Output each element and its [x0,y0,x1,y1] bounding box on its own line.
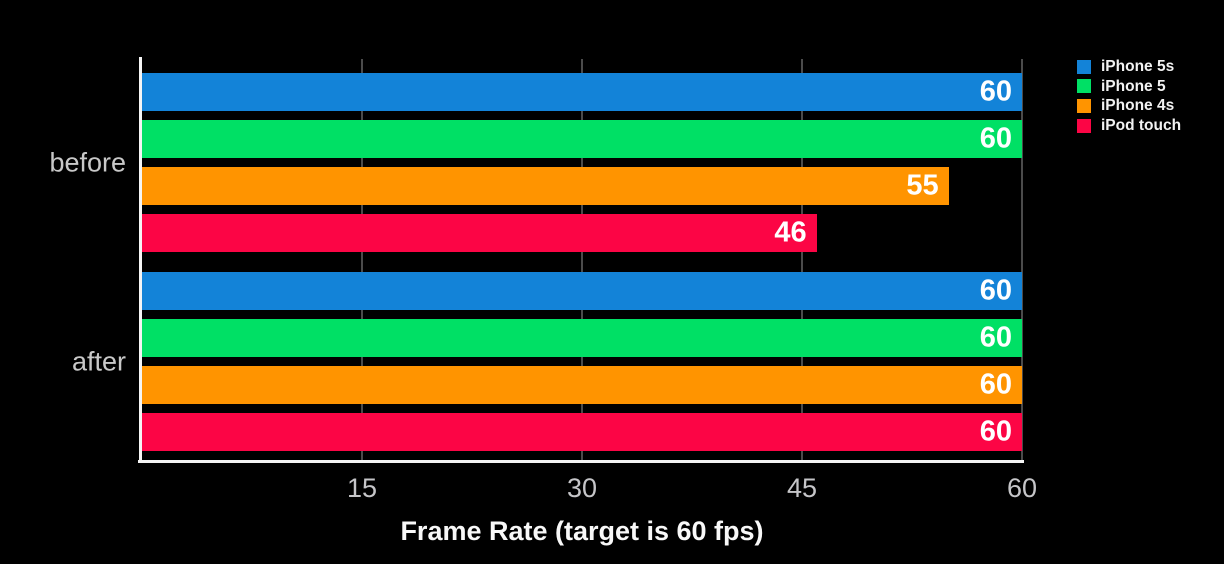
gridline-15 [361,59,363,461]
legend-item-iphone-5s: iPhone 5s [1077,57,1181,77]
legend-label-ipod-touch: iPod touch [1101,116,1182,134]
bar-value-label-iphone-5s-after: 60 [979,274,1012,307]
legend-swatch-iphone-5s [1077,59,1091,74]
bar-ipod-touch-before: 46 [142,214,817,252]
y-axis-line [139,57,142,463]
legend-swatch-iphone-4s [1077,98,1091,113]
gridline-45 [801,59,803,461]
bar-value-label-iphone-5-after: 60 [979,321,1012,354]
legend-item-iphone-5: iPhone 5 [1077,77,1181,97]
bar-value-label-iphone-4s-after: 60 [979,368,1012,401]
bar-value-label-ipod-touch-before: 46 [774,216,807,249]
legend-item-iphone-4s: iPhone 4s [1077,96,1181,116]
x-axis-title: Frame Rate (target is 60 fps) [400,516,764,546]
legend-item-ipod-touch: iPod touch [1077,116,1181,136]
bar-iphone-5-after: 60 [142,319,1022,357]
x-axis-line [138,460,1024,463]
bar-ipod-touch-after: 60 [142,413,1022,451]
plot-area: 60 60 60 60 55 60 46 60 [142,59,1023,461]
category-label-before: before [49,147,126,177]
x-tick-label-45: 45 [786,473,818,503]
legend-label-iphone-5s: iPhone 5s [1101,58,1175,76]
gridline-60 [1021,59,1023,461]
gridline-30 [581,59,583,461]
bar-iphone-5s-after: 60 [142,272,1022,310]
legend: iPhone 5s iPhone 5 iPhone 4s iPod touch [1077,57,1181,135]
bar-value-label-iphone-5s-before: 60 [979,75,1012,108]
category-label-after: after [71,346,126,376]
bar-value-label-iphone-5-before: 60 [979,122,1012,155]
legend-swatch-iphone-5 [1077,79,1091,94]
bar-iphone-5-before: 60 [142,120,1022,158]
x-tick-label-30: 30 [566,473,598,503]
legend-label-iphone-5: iPhone 5 [1101,77,1166,95]
legend-label-iphone-4s: iPhone 4s [1101,97,1175,115]
legend-swatch-ipod-touch [1077,118,1091,133]
x-tick-label-15: 15 [346,473,378,503]
bar-value-label-ipod-touch-after: 60 [979,415,1012,448]
x-tick-label-60: 60 [1006,473,1038,503]
bar-iphone-4s-before: 55 [142,167,949,205]
bar-iphone-4s-after: 60 [142,366,1022,404]
bar-value-label-iphone-4s-before: 55 [906,169,939,202]
bar-iphone-5s-before: 60 [142,73,1022,111]
